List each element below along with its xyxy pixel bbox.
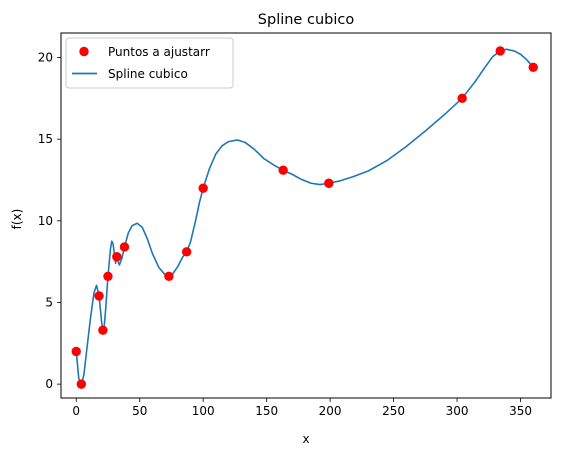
- data-point: [324, 178, 334, 188]
- legend-label-points: Puntos a ajustarr: [108, 45, 210, 59]
- data-point: [71, 346, 81, 357]
- legend-box: [65, 37, 234, 89]
- data-point: [94, 291, 104, 301]
- data-point: [198, 183, 208, 193]
- axes-frame: [60, 32, 552, 399]
- data-point: [164, 271, 174, 282]
- y-tick-label: 5: [45, 295, 53, 309]
- x-tick-label: 50: [132, 404, 147, 418]
- y-axis-ticks: 0 5 10 15 20: [38, 50, 61, 391]
- y-tick-label: 20: [38, 50, 53, 64]
- legend-scatter-marker: [79, 46, 89, 57]
- y-tick-label: 0: [45, 377, 53, 391]
- x-tick-label: 100: [192, 404, 215, 418]
- data-point: [495, 46, 505, 56]
- y-tick-label: 10: [38, 214, 53, 228]
- data-point: [76, 379, 87, 389]
- x-tick-label: 150: [255, 404, 278, 418]
- data-point: [457, 93, 467, 104]
- x-tick-label: 200: [319, 404, 342, 418]
- chart-title: Spline cubico: [258, 12, 355, 28]
- y-tick-label: 15: [38, 132, 53, 146]
- data-point: [103, 271, 113, 282]
- data-point: [528, 62, 538, 72]
- data-point: [278, 165, 288, 175]
- x-tick-label: 300: [446, 404, 469, 418]
- data-point: [112, 252, 122, 262]
- x-tick-label: 250: [382, 404, 405, 418]
- x-tick-label: 0: [72, 404, 80, 418]
- x-axis-label: x: [302, 432, 309, 446]
- data-point: [119, 242, 130, 252]
- plot-area: [71, 46, 538, 389]
- x-axis-ticks: 0 50 100 150 200 250 300 350: [72, 398, 532, 418]
- legend: Puntos a ajustarr Spline cubico: [65, 37, 234, 89]
- x-tick-label: 350: [509, 404, 532, 418]
- data-point: [181, 247, 192, 257]
- legend-label-spline: Spline cubico: [108, 67, 188, 81]
- y-axis-label: f(x): [10, 209, 24, 230]
- data-point: [98, 325, 108, 335]
